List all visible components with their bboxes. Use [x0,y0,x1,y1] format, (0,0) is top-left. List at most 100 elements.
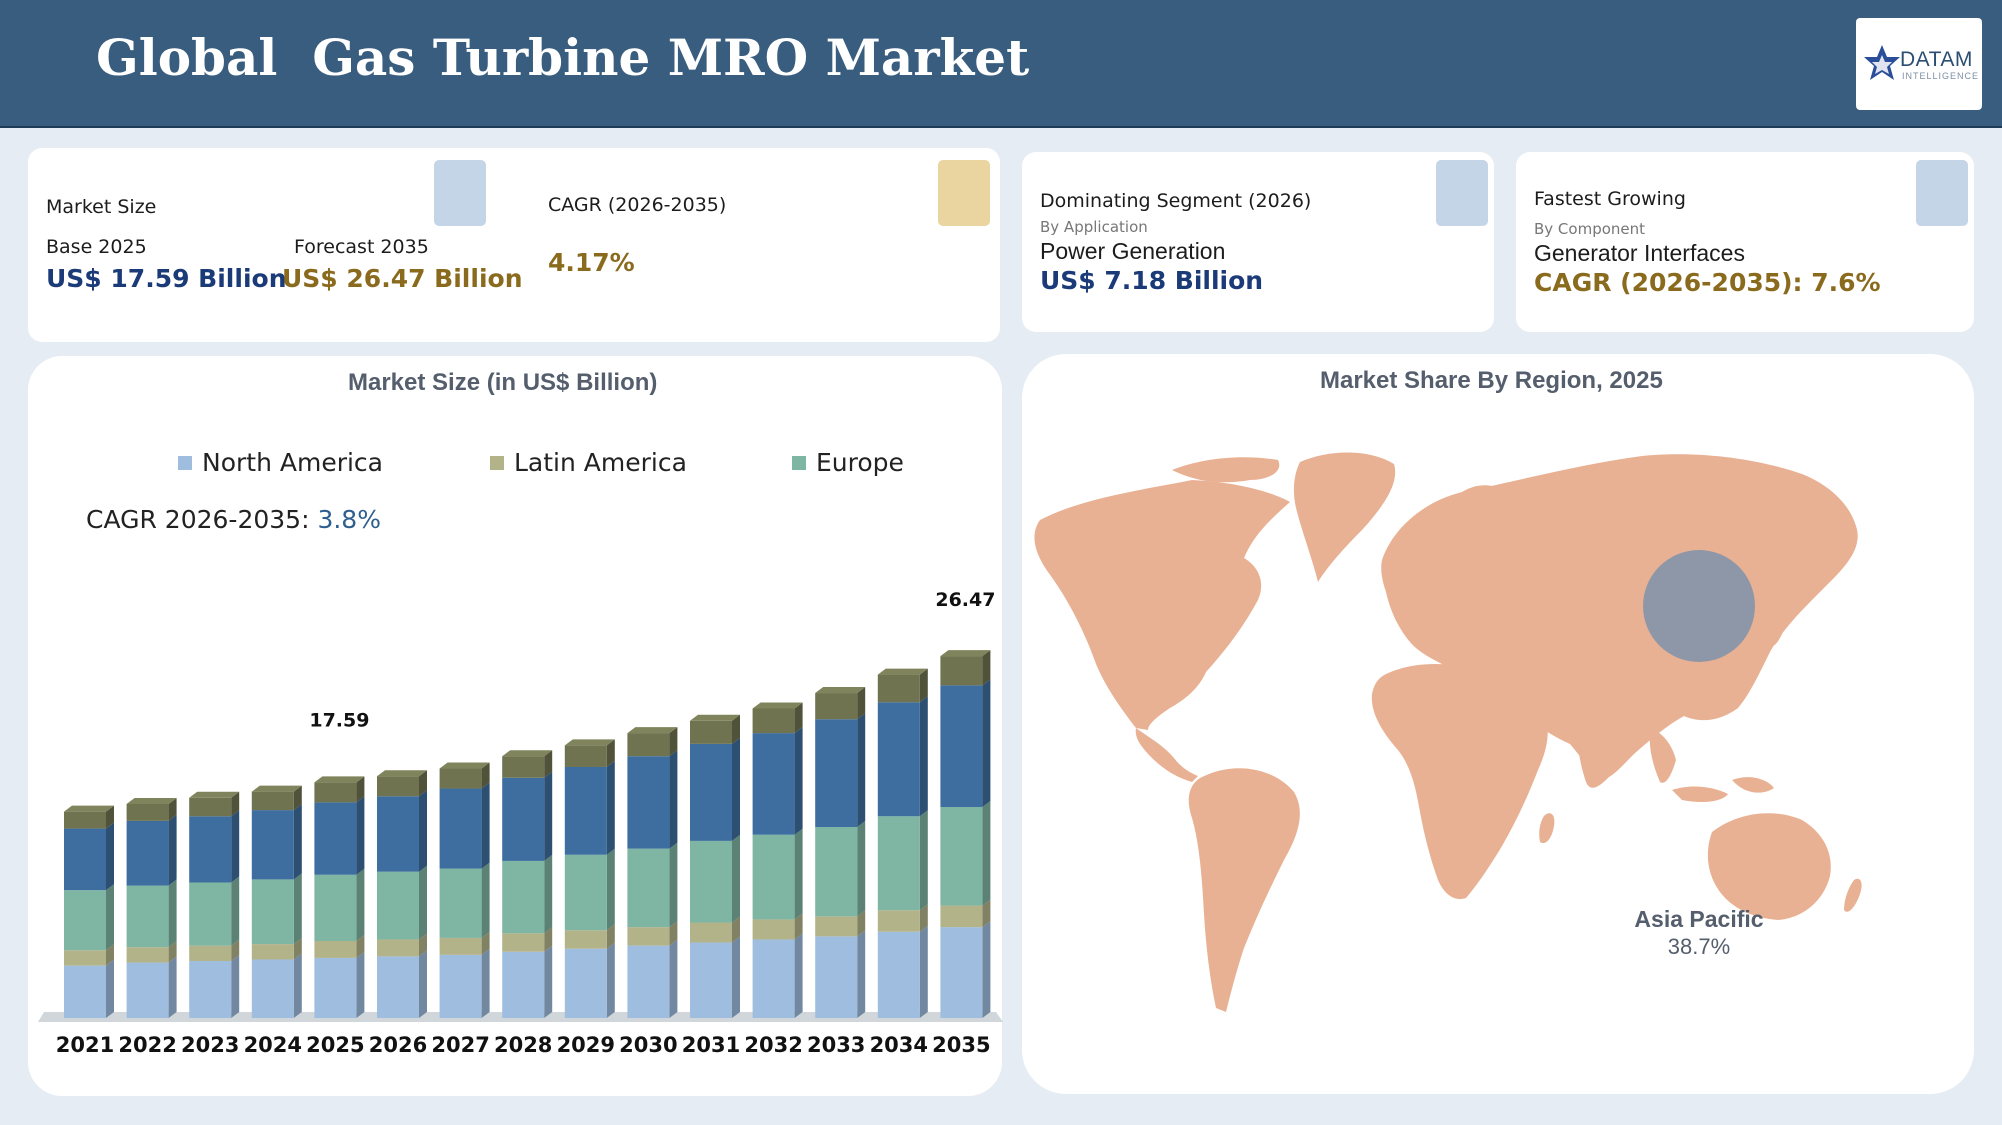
bar-top-cap [752,702,803,709]
bar-top-cap [126,797,177,804]
x-tick-label: 2033 [807,1033,865,1057]
bar-segment-side [857,910,866,937]
fastest-growing-sub: By Component [1534,220,1646,238]
bar-segment [564,745,607,767]
bar-segment [690,922,732,943]
bar-segment [940,656,983,686]
bar-segment [377,776,419,797]
bar-segment [502,951,545,1018]
bar-top-cap [690,714,740,721]
kpi-card-market-size: Market Size Base 2025 US$ 17.59 Billion … [28,148,1000,342]
chart-title: Market Size (in US$ Billion) [348,369,658,396]
map-south-america [1188,768,1300,1012]
kpi-card-fastest-growing: Fastest Growing By Component Generator I… [1516,152,1974,332]
bar-segment [940,685,983,808]
map-madagascar [1539,813,1555,844]
bar-segment-side [106,944,114,966]
bar-top-cap [314,776,365,783]
bar-segment-side [544,927,553,952]
bar-segment [64,811,106,829]
bar-segment-side [419,790,427,872]
bar-segment [251,810,294,880]
bar-segment [126,820,169,886]
map-north-america [1034,480,1290,730]
bar-segment [627,945,670,1018]
bar-segment [64,890,106,951]
bar-top-cap [439,762,490,769]
bar-segment [690,840,732,923]
bar-segment-side [732,737,740,841]
bar-segment [564,766,607,855]
map-uk [1415,553,1438,587]
bar-segment [502,933,545,952]
bar-top-cap [815,687,866,694]
bar-segment-side [794,913,803,940]
legend-item-north-america: North America [178,448,383,477]
legend-label: Latin America [514,448,687,477]
bar-segment [189,961,232,1018]
bar-segment [377,796,419,872]
bar-segment-side [544,945,553,1018]
bar-segment [564,930,607,949]
bar-segment [815,693,858,720]
stacked-bar-chart: 2021 2022 2023 2024 2025 17.59 2026 2027 2028 202… [38,589,1003,1057]
bar-segment [126,962,169,1018]
bar-segment-side [168,814,177,886]
map-india [1577,699,1636,788]
bar-segment-side [794,828,803,920]
bar-segment-side [356,935,365,958]
bar-segment [627,848,670,928]
bar-segment-side [293,804,302,880]
bar-segment [377,939,419,957]
bar-segment [189,797,232,817]
x-tick-label: 2027 [431,1033,489,1057]
bar-segment-side [794,727,803,835]
bar-segment [251,879,294,945]
bar-segment-side [606,848,615,931]
bar-top-cap [251,785,302,792]
legend-label: Europe [816,448,904,477]
bar-segment-side [857,687,866,720]
bar-segment-side [606,760,615,855]
kpi-icon-tile [1916,160,1968,226]
bar-segment-side [481,862,490,938]
map-southeast-asia [1649,728,1676,783]
bar-segment-side [356,796,365,875]
cagr-label: CAGR (2026-2035) [548,194,727,216]
fastest-growing-label: Fastest Growing [1534,188,1686,210]
bar-segment [314,802,357,875]
bar-segment [189,945,232,962]
page-title: Global Gas Turbine MRO Market [96,28,1030,87]
dominating-segment-name: Power Generation [1040,238,1226,264]
datam-logo: DATAM INTELLIGENCE [1856,18,1982,110]
x-tick-label: 2026 [369,1033,427,1057]
bar-segment-side [982,650,991,686]
bar-segment [189,882,232,946]
bar-segment-side [732,714,740,744]
bar-segment [251,944,294,960]
bar-segment [251,791,294,811]
bar-segment [64,950,106,966]
base-year-value: US$ 17.59 Billion [46,264,287,293]
bar-segment-side [919,668,928,703]
bar-segment-side [669,921,678,946]
map-japan [1767,605,1787,647]
bar-segment [877,702,920,817]
x-tick-label: 2025 [306,1033,364,1057]
bar-top-cap [940,650,991,657]
x-tick-label: 2029 [557,1033,615,1057]
bar-segment-side [356,868,365,941]
bar-segment [690,720,732,744]
bar-segment [877,816,920,911]
bar-segment-side [168,879,177,948]
map-greenland [1293,452,1396,582]
bar-segment [439,788,482,869]
map-indonesia-2 [1732,777,1774,793]
bar-segment-side [606,739,615,767]
region-marker-asia-pacific [1643,550,1755,662]
bar-segment [502,860,545,934]
bar-segment-side [544,854,553,934]
bar-segment [126,885,169,948]
map-africa [1371,664,1548,900]
cagr-value: 4.17% [548,248,635,277]
